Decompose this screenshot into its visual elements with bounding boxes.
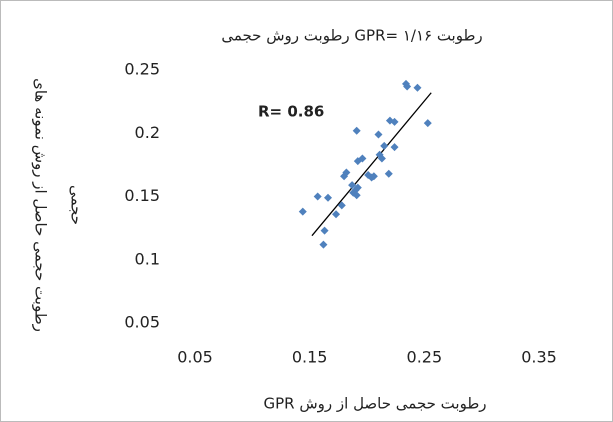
point bbox=[358, 154, 367, 163]
point bbox=[374, 130, 383, 139]
point bbox=[319, 240, 328, 249]
point bbox=[390, 143, 399, 152]
y-tick-label: 0.25 bbox=[124, 60, 160, 79]
point bbox=[390, 117, 399, 126]
point bbox=[332, 210, 341, 219]
point bbox=[320, 226, 329, 235]
point bbox=[384, 169, 393, 178]
x-axis-label: رطوبت حجمی حاصل از روش GPR bbox=[263, 395, 486, 413]
point bbox=[369, 172, 378, 181]
point bbox=[337, 201, 346, 210]
y-label-line: رطوبت حجمی حاصل از روش نمونه های bbox=[32, 78, 50, 332]
point bbox=[403, 82, 412, 91]
annotation: R= 0.86 bbox=[258, 103, 324, 121]
trendline bbox=[311, 92, 432, 237]
point bbox=[298, 207, 307, 216]
x-tick-label: 0.25 bbox=[407, 348, 443, 367]
x-tick-label: 0.15 bbox=[292, 348, 328, 367]
x-tick-label: 0.35 bbox=[521, 348, 557, 367]
y-label-line: حجمی bbox=[68, 185, 86, 225]
point bbox=[377, 154, 386, 163]
point bbox=[342, 168, 351, 177]
point bbox=[313, 192, 322, 201]
point bbox=[413, 83, 422, 92]
point bbox=[324, 193, 333, 202]
y-axis-label: رطوبت حجمی حاصل از روش نمونه های حجمی bbox=[32, 78, 86, 332]
point bbox=[380, 141, 389, 150]
point bbox=[352, 191, 361, 200]
point bbox=[348, 181, 357, 190]
point bbox=[352, 126, 361, 135]
x-tick-label: 0.05 bbox=[177, 348, 213, 367]
y-tick-label: 0.05 bbox=[124, 313, 160, 332]
point bbox=[423, 119, 432, 128]
y-tick-label: 0.2 bbox=[135, 123, 160, 142]
point bbox=[353, 183, 362, 192]
chart-title: رطوبت GPR= ۱/۱۶ رطوبت روش حجمی bbox=[221, 27, 482, 45]
y-tick-label: 0.1 bbox=[135, 249, 160, 268]
y-tick-label: 0.15 bbox=[124, 186, 160, 205]
